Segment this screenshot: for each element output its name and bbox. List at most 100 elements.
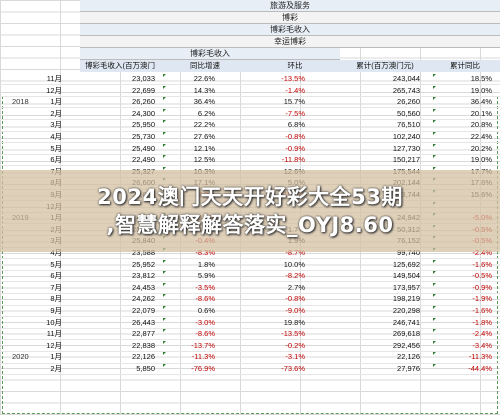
- mom-cell[interactable]: -13.5%: [281, 329, 305, 339]
- revenue-cell[interactable]: 23,588: [132, 248, 155, 257]
- mom-cell[interactable]: -13.5%: [281, 74, 305, 83]
- mom-cell[interactable]: 19.8%: [283, 317, 305, 327]
- cum-yoy-cell[interactable]: 18.5%: [470, 74, 492, 83]
- yoy-cell[interactable]: -3.0%: [195, 317, 215, 327]
- cum-cell[interactable]: 292,456: [392, 340, 420, 350]
- cum-cell[interactable]: 102,240: [392, 132, 420, 141]
- cum-cell[interactable]: 265,743: [392, 85, 420, 95]
- month-cell[interactable]: 8月: [50, 294, 62, 304]
- year-cell[interactable]: [12, 73, 42, 84]
- cum-yoy-cell[interactable]: -0.5%: [472, 271, 492, 281]
- year-cell[interactable]: [12, 154, 42, 165]
- cum-cell[interactable]: 99,740: [397, 248, 420, 257]
- col-header-revenue[interactable]: 博彩毛收入(百万澳门: [80, 60, 161, 72]
- cum-yoy-cell[interactable]: 20.2%: [470, 143, 492, 153]
- mom-cell[interactable]: -3.1%: [285, 352, 305, 362]
- mom-cell[interactable]: -73.6%: [281, 364, 305, 373]
- cum-yoy-cell[interactable]: -1.8%: [472, 317, 492, 327]
- revenue-cell[interactable]: 23,033: [132, 74, 155, 83]
- mom-cell[interactable]: 6.8%: [287, 120, 305, 130]
- cum-cell[interactable]: 27,976: [397, 364, 420, 373]
- month-cell[interactable]: 6月: [50, 155, 62, 165]
- month-cell[interactable]: 5月: [50, 259, 62, 269]
- yoy-cell[interactable]: 1.8%: [197, 259, 215, 269]
- yoy-cell[interactable]: -76.9%: [191, 364, 215, 373]
- revenue-cell[interactable]: 22,699: [132, 85, 155, 95]
- year-cell[interactable]: [12, 340, 42, 351]
- mom-cell[interactable]: -1.4%: [285, 85, 305, 95]
- revenue-cell[interactable]: 22,126: [132, 352, 155, 362]
- month-cell[interactable]: 1月: [50, 97, 62, 107]
- cum-yoy-cell[interactable]: -3.4%: [472, 340, 492, 350]
- cum-yoy-cell[interactable]: 20.8%: [470, 120, 492, 130]
- year-cell[interactable]: [12, 363, 42, 374]
- col-header-mom[interactable]: 环比: [250, 60, 341, 72]
- revenue-cell[interactable]: 22,877: [132, 329, 155, 339]
- mom-cell[interactable]: -8.2%: [285, 271, 305, 281]
- cum-yoy-cell[interactable]: -1.6%: [472, 306, 492, 315]
- yoy-cell[interactable]: -8.3%: [195, 248, 215, 257]
- revenue-cell[interactable]: 25,950: [132, 120, 155, 130]
- month-cell[interactable]: 2月: [50, 108, 62, 118]
- cum-yoy-cell[interactable]: 19.0%: [470, 155, 492, 165]
- yoy-cell[interactable]: -8.6%: [195, 329, 215, 339]
- cum-cell[interactable]: 246,741: [392, 317, 420, 327]
- mom-cell[interactable]: 10.0%: [283, 259, 305, 269]
- mom-cell[interactable]: -7.5%: [285, 108, 305, 118]
- cum-cell[interactable]: 220,298: [392, 306, 420, 315]
- yoy-cell[interactable]: -8.6%: [195, 294, 215, 304]
- yoy-cell[interactable]: 6.2%: [197, 108, 215, 118]
- mom-cell[interactable]: -0.2%: [285, 340, 305, 350]
- cum-cell[interactable]: 26,260: [397, 97, 420, 107]
- yoy-cell[interactable]: -3.5%: [195, 282, 215, 292]
- year-cell[interactable]: [12, 131, 42, 142]
- revenue-cell[interactable]: 24,453: [132, 282, 155, 292]
- year-cell[interactable]: [12, 259, 42, 270]
- cum-cell[interactable]: 125,692: [392, 259, 420, 269]
- mom-cell[interactable]: -0.8%: [285, 294, 305, 304]
- cum-cell[interactable]: 198,219: [392, 294, 420, 304]
- cum-cell[interactable]: 127,730: [392, 143, 420, 153]
- year-cell[interactable]: 2018: [12, 97, 29, 107]
- year-cell[interactable]: [12, 305, 42, 316]
- mom-cell[interactable]: -0.8%: [285, 132, 305, 141]
- cum-yoy-cell[interactable]: -1.6%: [472, 259, 492, 269]
- month-cell[interactable]: 5月: [50, 143, 62, 153]
- cum-cell[interactable]: 149,504: [392, 271, 420, 281]
- yoy-cell[interactable]: 5.9%: [197, 271, 215, 281]
- mom-cell[interactable]: -9.0%: [285, 306, 305, 315]
- yoy-cell[interactable]: 22.2%: [193, 120, 215, 130]
- year-cell[interactable]: [12, 317, 42, 328]
- yoy-cell[interactable]: 36.4%: [193, 97, 215, 107]
- mom-cell[interactable]: -11.8%: [281, 155, 305, 165]
- yoy-cell[interactable]: 22.6%: [193, 74, 215, 83]
- mom-cell[interactable]: -0.9%: [285, 143, 305, 153]
- year-cell[interactable]: [12, 270, 42, 281]
- col-header-cum[interactable]: 累计(百万澳门元): [340, 60, 431, 72]
- col-header-cum-yoy[interactable]: 累计同比: [430, 60, 500, 72]
- cum-yoy-cell[interactable]: -11.3%: [468, 352, 492, 362]
- month-cell[interactable]: 3月: [50, 120, 62, 130]
- cum-yoy-cell[interactable]: -1.9%: [472, 294, 492, 304]
- cum-cell[interactable]: 76,510: [397, 120, 420, 130]
- year-cell[interactable]: [12, 108, 42, 119]
- yoy-cell[interactable]: 14.3%: [193, 85, 215, 95]
- cum-cell[interactable]: 173,957: [392, 282, 420, 292]
- revenue-cell[interactable]: 22,490: [132, 155, 155, 165]
- yoy-cell[interactable]: -13.7%: [191, 340, 215, 350]
- cum-yoy-cell[interactable]: -2.4%: [472, 329, 492, 339]
- month-cell[interactable]: 9月: [50, 306, 62, 315]
- year-cell[interactable]: [12, 293, 42, 304]
- year-cell[interactable]: 2020: [12, 352, 29, 362]
- cum-yoy-cell[interactable]: -2.4%: [472, 248, 492, 257]
- yoy-cell[interactable]: -11.3%: [191, 352, 215, 362]
- revenue-cell[interactable]: 26,260: [132, 97, 155, 107]
- yoy-cell[interactable]: 0.6%: [197, 306, 215, 315]
- cum-yoy-cell[interactable]: -0.9%: [472, 282, 492, 292]
- revenue-cell[interactable]: 22,838: [132, 340, 155, 350]
- cum-yoy-cell[interactable]: 20.1%: [470, 108, 492, 118]
- revenue-cell[interactable]: 25,730: [132, 132, 155, 141]
- yoy-cell[interactable]: 27.6%: [193, 132, 215, 141]
- mom-cell[interactable]: 15.7%: [283, 97, 305, 107]
- cum-yoy-cell[interactable]: 36.4%: [470, 97, 492, 107]
